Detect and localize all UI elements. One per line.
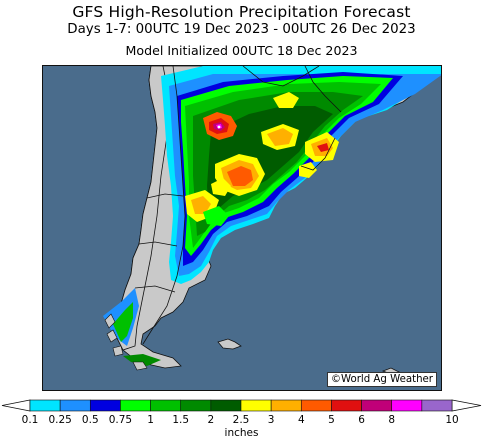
colorbar-tick-label: 1.5 xyxy=(172,414,190,426)
colorbar-tick-label: 1 xyxy=(147,414,154,426)
colorbar-bin xyxy=(240,399,272,412)
colorbar-tick-label: 6 xyxy=(358,414,365,426)
colorbar-tick-label: 2 xyxy=(207,414,215,426)
colorbar-tick-label: 5 xyxy=(328,414,335,426)
colorbar-bin xyxy=(331,399,362,412)
colorbar-tick-label: 10 xyxy=(445,414,459,426)
colorbar-bin xyxy=(120,399,151,412)
precipitation-map: ©World Ag Weather xyxy=(42,65,442,391)
colorbar-bin xyxy=(300,399,332,412)
colorbar-bin xyxy=(29,399,61,412)
colorbar-bin xyxy=(361,399,393,412)
forecast-period: Days 1-7: 00UTC 19 Dec 2023 - 00UTC 26 D… xyxy=(67,22,416,37)
colorbar-tick-label: 0.1 xyxy=(21,414,39,426)
colorbar-under-arrow xyxy=(1,399,31,412)
southern-islands xyxy=(104,313,148,371)
colorbar-bin xyxy=(421,399,453,412)
province-border-2 xyxy=(146,193,184,199)
uruguay-border xyxy=(300,137,336,171)
chile-argentina-border xyxy=(142,66,186,345)
colorbar-tick-label: 8 xyxy=(388,414,396,426)
colorbar-tick-label: 4 xyxy=(297,414,305,426)
precipitation-shading xyxy=(103,66,441,366)
colorbar-bin xyxy=(210,399,242,412)
colorbar-bin xyxy=(391,399,423,412)
paraguay-brazil-border xyxy=(304,66,342,113)
colorbar-over-arrow xyxy=(451,399,482,412)
map-title: GFS High-Resolution Precipitation Foreca… xyxy=(72,3,411,21)
model-init-time: Model Initialized 00UTC 18 Dec 2023 xyxy=(125,43,358,58)
colorbar-tick-label: 0.5 xyxy=(81,414,99,426)
colorbar-tick-label: 0.25 xyxy=(48,414,72,426)
map-canvas xyxy=(43,66,441,390)
copyright-credit: ©World Ag Weather xyxy=(326,372,437,387)
colorbar-bin xyxy=(150,399,182,412)
colorbar-tick-label: 0.75 xyxy=(108,414,133,426)
colorbar-bin xyxy=(89,399,121,412)
colorbar-tick-label: 2.5 xyxy=(232,414,250,426)
colorbar-units-label: inches xyxy=(224,427,259,439)
political-borders xyxy=(134,66,342,345)
colorbar-bin xyxy=(180,399,212,412)
colorbar-bin xyxy=(59,399,91,412)
province-border-3 xyxy=(134,285,176,293)
province-border-1 xyxy=(138,241,178,247)
colorbar-bin xyxy=(270,399,302,412)
colorbar-tick-label: 3 xyxy=(267,414,275,426)
precipitation-colorbar xyxy=(1,399,482,412)
falkland-islands xyxy=(217,338,242,350)
